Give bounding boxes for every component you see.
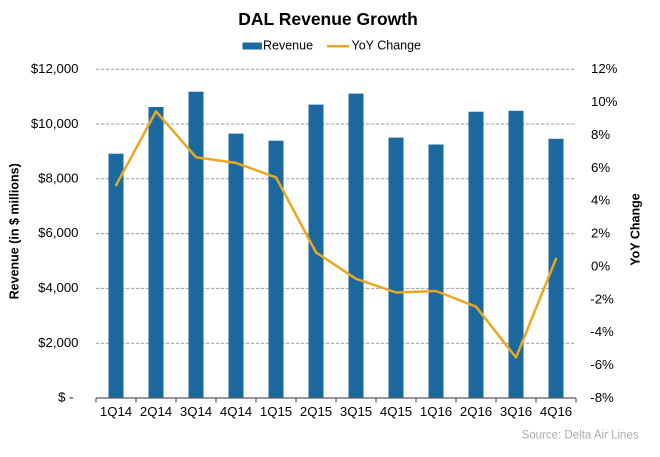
svg-text:12%: 12%: [591, 61, 618, 76]
svg-text:6%: 6%: [591, 160, 610, 175]
svg-text:4Q14: 4Q14: [220, 404, 252, 419]
svg-text:-4%: -4%: [590, 324, 614, 339]
svg-text:1Q15: 1Q15: [260, 404, 292, 419]
svg-text:YoY Change: YoY Change: [629, 193, 643, 266]
svg-text:2Q14: 2Q14: [140, 404, 172, 419]
svg-text:10%: 10%: [591, 94, 618, 109]
svg-text:-2%: -2%: [590, 291, 614, 306]
svg-text:2Q16: 2Q16: [460, 404, 492, 419]
svg-text:Revenue (in $ millions): Revenue (in $ millions): [8, 163, 22, 299]
svg-text:2Q15: 2Q15: [300, 404, 332, 419]
svg-text:0%: 0%: [591, 259, 610, 274]
svg-text:$6,000: $6,000: [38, 225, 78, 240]
svg-text:4Q16: 4Q16: [540, 404, 572, 419]
svg-text:4%: 4%: [591, 193, 610, 208]
svg-text:2%: 2%: [591, 226, 610, 241]
svg-text:YoY Change: YoY Change: [352, 39, 422, 53]
svg-text:DAL Revenue Growth: DAL Revenue Growth: [238, 9, 418, 29]
svg-text:$2,000: $2,000: [38, 335, 78, 350]
svg-text:-6%: -6%: [590, 357, 614, 372]
svg-text:Source: Delta Air Lines: Source: Delta Air Lines: [522, 430, 639, 442]
svg-text:1Q14: 1Q14: [100, 404, 132, 419]
svg-text:3Q15: 3Q15: [340, 404, 372, 419]
svg-text:$ -: $ -: [58, 390, 73, 405]
svg-text:3Q14: 3Q14: [180, 404, 212, 419]
svg-text:1Q16: 1Q16: [420, 404, 452, 419]
svg-text:$8,000: $8,000: [38, 170, 78, 185]
svg-text:4Q15: 4Q15: [380, 404, 412, 419]
svg-text:Revenue: Revenue: [263, 39, 313, 53]
svg-text:$10,000: $10,000: [31, 116, 79, 131]
svg-text:3Q16: 3Q16: [500, 404, 532, 419]
svg-text:-8%: -8%: [590, 390, 614, 405]
svg-text:$4,000: $4,000: [38, 280, 78, 295]
svg-text:$12,000: $12,000: [31, 61, 79, 76]
svg-text:8%: 8%: [591, 127, 610, 142]
